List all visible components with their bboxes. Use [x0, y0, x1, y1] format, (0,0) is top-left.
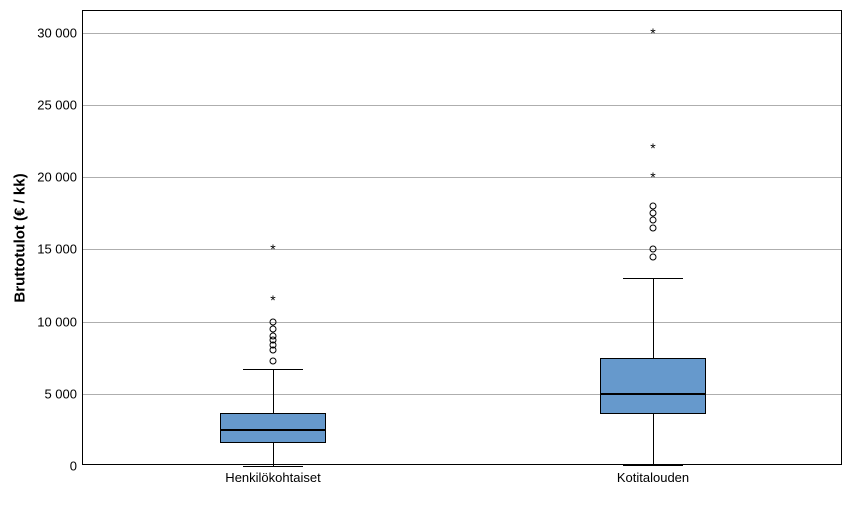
- gridline: [83, 177, 841, 178]
- gridline: [83, 394, 841, 395]
- gridline: [83, 322, 841, 323]
- y-tick-label: 25 000: [37, 97, 83, 112]
- outlier-star: *: [270, 242, 275, 256]
- y-tick-label: 20 000: [37, 170, 83, 185]
- y-tick-label: 15 000: [37, 242, 83, 257]
- y-tick-label: 5 000: [44, 386, 83, 401]
- median-line: [600, 393, 706, 395]
- outlier-circle: [650, 217, 657, 224]
- y-tick-label: 30 000: [37, 25, 83, 40]
- gridline: [83, 33, 841, 34]
- outlier-star: *: [650, 170, 655, 184]
- y-axis-label: Bruttotulot (€ / kk): [12, 173, 29, 302]
- outlier-circle: [270, 357, 277, 364]
- whisker-cap: [243, 466, 304, 467]
- outlier-circle: [270, 333, 277, 340]
- plot-area: 05 00010 00015 00020 00025 00030 000Henk…: [82, 10, 842, 465]
- box: [600, 358, 706, 414]
- whisker-stem: [653, 278, 654, 357]
- outlier-circle: [650, 253, 657, 260]
- gridline: [83, 105, 841, 106]
- whisker-stem: [653, 414, 654, 465]
- box: [220, 413, 326, 443]
- outlier-star: *: [650, 26, 655, 40]
- whisker-stem: [273, 369, 274, 412]
- outlier-star: *: [650, 141, 655, 155]
- outlier-star: *: [270, 293, 275, 307]
- x-tick-label: Henkilökohtaiset: [225, 464, 320, 485]
- outlier-circle: [270, 318, 277, 325]
- gridline: [83, 249, 841, 250]
- outlier-circle: [270, 325, 277, 332]
- y-tick-label: 0: [70, 459, 83, 474]
- whisker-cap: [243, 369, 304, 370]
- outlier-circle: [650, 203, 657, 210]
- outlier-circle: [650, 246, 657, 253]
- outlier-circle: [650, 210, 657, 217]
- whisker-cap: [623, 465, 684, 466]
- x-tick-label: Kotitalouden: [617, 464, 689, 485]
- whisker-stem: [273, 443, 274, 466]
- boxplot-chart: Bruttotulot (€ / kk) 05 00010 00015 0002…: [0, 0, 854, 505]
- median-line: [220, 429, 326, 431]
- whisker-cap: [623, 278, 684, 279]
- y-tick-label: 10 000: [37, 314, 83, 329]
- outlier-circle: [650, 224, 657, 231]
